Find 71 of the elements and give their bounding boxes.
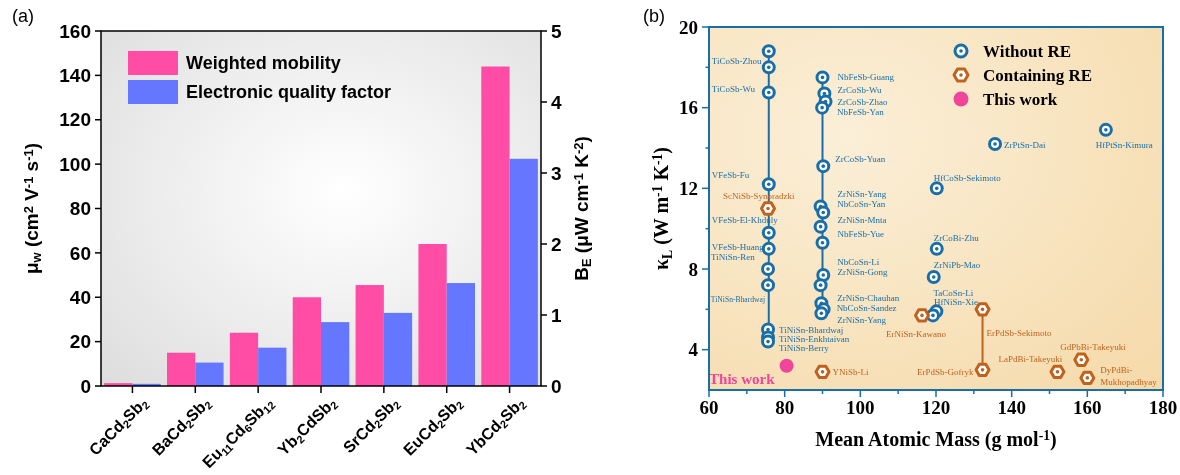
annotation: LaPdBi-Takeyuki: [998, 354, 1063, 364]
annotation: HfPtSn-Kimura: [1095, 140, 1153, 150]
annotation: ZrCoSb-Yuan: [835, 154, 886, 165]
annotation: VFeSb-Fu: [711, 170, 750, 181]
x-tick-label: 120: [921, 397, 951, 418]
y-tick-label: 16: [679, 97, 698, 119]
y-tick-label: 40: [69, 286, 91, 308]
annotation: DyPdBi- Mukhopadhyay: [1100, 365, 1158, 387]
x-axis-title: Mean Atomic Mass (g mol$^{-1}$): [815, 428, 1057, 451]
annotation: HfNiSn-Xie: [933, 296, 978, 307]
y2-tick-label: 4: [551, 91, 562, 113]
chart-title: (b): [643, 6, 665, 26]
annotation: TiNiSn-Bhardwaj: [779, 324, 844, 335]
annotation: HfCoSb-Sekimoto: [933, 173, 1002, 184]
y-tick-label: 120: [59, 109, 91, 131]
annotation: VFeSb-Huang: [711, 241, 765, 252]
x-tick-label: 80: [775, 397, 795, 418]
annotation: TaCoSn-Li: [933, 287, 974, 298]
y-tick-label: 60: [69, 242, 91, 264]
y-tick-label: 100: [59, 153, 91, 175]
y-tick-label: 0: [80, 375, 91, 397]
annotation: ZrNiSn-Yang: [837, 314, 887, 325]
y2-tick-label: 1: [551, 304, 562, 326]
annotation: NbFeSb-Yan: [837, 106, 885, 117]
y2-tick-label: 0: [551, 375, 562, 397]
annotation: ZrCoSb-Zhao: [837, 96, 889, 107]
annotation: NbCoSn-Yan: [837, 198, 886, 209]
y-tick-label: 8: [688, 258, 698, 280]
annotation: ZrNiSn-Yang: [837, 188, 887, 199]
legend-label: This work: [983, 89, 1058, 109]
annotation: TiNiSn-Berry: [779, 342, 830, 353]
legend-label: Containing RE: [983, 65, 1093, 85]
annotation: NbCoSn-Li: [837, 257, 880, 268]
annotation: ZrNiSn-Chauhan: [837, 293, 900, 304]
annotation: This work: [709, 371, 776, 388]
annotation: NbCoSn-Sandez: [836, 303, 897, 314]
annotation: TiNiSn-Enkhtaivan: [779, 333, 850, 344]
x-tick-label: 140: [997, 397, 1026, 418]
x-tick-label: 100: [846, 397, 875, 418]
x-tick-label: 160: [1073, 397, 1102, 418]
annotation: YNiSb-Li: [832, 367, 869, 377]
annotation: ErNiSn-Kawano: [886, 328, 947, 339]
annotation: ZrCoBi-Zhu: [933, 232, 980, 243]
y-tick-label: 20: [679, 16, 698, 38]
annotation: NbFeSb-Yue: [837, 228, 884, 239]
annotation: ZrNiPb-Mao: [933, 260, 981, 271]
x-tick-label: 180: [1148, 397, 1178, 418]
y-tick-label: 160: [59, 20, 91, 42]
annotation: ZrNiSn-Gong: [837, 267, 889, 278]
y2-tick-label: 2: [551, 233, 562, 255]
annotation: TiCoSb-Zhou: [711, 56, 762, 67]
legend-label: Weighted mobility: [186, 53, 341, 74]
y-tick-label: 80: [69, 198, 91, 220]
y-tick-label: 20: [69, 331, 91, 353]
annotation: ErPdSb-Gofryk: [917, 366, 975, 377]
y2-tick-label: 5: [551, 20, 562, 42]
y-tick-label: 4: [688, 339, 699, 361]
y2-tick-label: 3: [551, 162, 562, 184]
annotation: GdPbBi-Takeyuki: [1060, 341, 1127, 352]
y-tick-label: 140: [59, 65, 91, 87]
legend-label: Electronic quality factor: [186, 82, 392, 103]
annotation: NbFeSb-Guang: [837, 71, 895, 82]
annotation: TiCoSb-Wu: [711, 83, 756, 94]
y-tick-label: 12: [679, 177, 698, 199]
legend-label: Without RE: [983, 41, 1072, 61]
chart-title: (a): [12, 6, 34, 26]
annotation: TiNiSn-Ren: [711, 252, 756, 263]
annotation: ZrCoSb-Wu: [837, 84, 883, 95]
annotation: ZrNiSn-Mnta: [837, 214, 887, 225]
annotation: ZrPtSn-Dai: [1004, 140, 1047, 151]
annotation: ErPdSb-Sekimoto: [986, 328, 1053, 339]
